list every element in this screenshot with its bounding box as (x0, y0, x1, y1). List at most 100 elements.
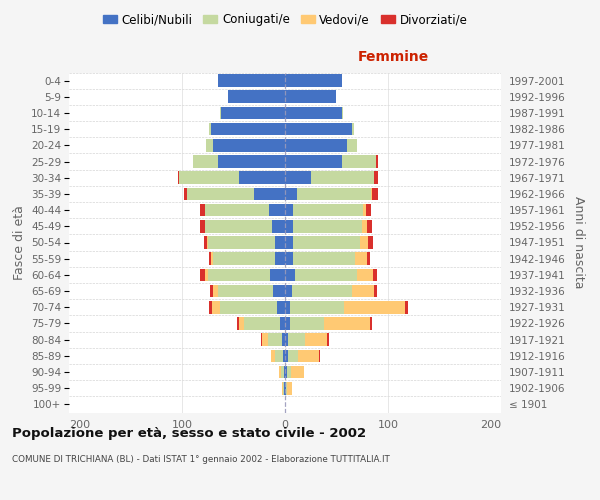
Legend: Celibi/Nubili, Coniugati/e, Vedovi/e, Divorziati/e: Celibi/Nubili, Coniugati/e, Vedovi/e, Di… (98, 8, 472, 31)
Bar (187, 188, 254, 200)
Bar (285, 204, 293, 216)
Bar (204, 236, 207, 249)
Bar (357, 268, 373, 281)
Bar (200, 268, 205, 281)
Bar (254, 188, 285, 200)
Bar (283, 382, 284, 394)
Bar (305, 334, 327, 346)
Bar (218, 74, 285, 87)
Bar (210, 285, 213, 298)
Bar (200, 204, 205, 216)
Bar (293, 252, 355, 265)
Bar (293, 204, 363, 216)
Bar (298, 188, 371, 200)
Bar (285, 236, 293, 249)
Bar (218, 155, 285, 168)
Bar (347, 139, 357, 151)
Bar (275, 236, 285, 249)
Bar (285, 317, 290, 330)
Bar (285, 74, 341, 87)
Bar (213, 139, 285, 151)
Bar (368, 236, 373, 249)
Bar (279, 366, 281, 378)
Bar (363, 204, 366, 216)
Bar (193, 155, 218, 168)
Bar (373, 188, 377, 200)
Bar (275, 350, 283, 362)
Bar (293, 236, 360, 249)
Bar (285, 139, 347, 151)
Bar (239, 317, 244, 330)
Bar (367, 220, 373, 232)
Bar (268, 334, 282, 346)
Bar (327, 334, 329, 346)
Bar (284, 366, 285, 378)
Bar (211, 123, 285, 136)
Bar (282, 334, 285, 346)
Bar (285, 285, 292, 298)
Bar (367, 252, 370, 265)
Bar (292, 285, 352, 298)
Bar (277, 301, 285, 314)
Bar (376, 155, 377, 168)
Bar (280, 317, 285, 330)
Bar (220, 301, 277, 314)
Bar (213, 252, 275, 265)
Bar (281, 366, 284, 378)
Bar (269, 204, 285, 216)
Bar (207, 236, 208, 249)
Bar (285, 252, 293, 265)
Bar (229, 90, 285, 103)
Bar (285, 106, 341, 120)
Bar (295, 268, 357, 281)
Bar (262, 334, 268, 346)
Bar (285, 366, 287, 378)
Bar (293, 220, 362, 232)
Bar (275, 252, 285, 265)
Bar (288, 334, 305, 346)
Bar (209, 301, 212, 314)
Bar (179, 172, 239, 184)
Bar (212, 301, 220, 314)
Bar (239, 172, 285, 184)
Bar (220, 106, 221, 120)
Bar (244, 317, 280, 330)
Bar (272, 220, 285, 232)
Bar (355, 252, 367, 265)
Bar (374, 172, 377, 184)
Bar (311, 172, 374, 184)
Bar (290, 317, 324, 330)
Bar (208, 236, 275, 249)
Bar (285, 382, 286, 394)
Text: Femmine: Femmine (358, 50, 428, 64)
Bar (285, 90, 337, 103)
Bar (285, 334, 288, 346)
Bar (285, 350, 288, 362)
Bar (352, 285, 374, 298)
Bar (291, 366, 304, 378)
Bar (287, 382, 292, 394)
Bar (406, 301, 409, 314)
Bar (362, 220, 367, 232)
Bar (288, 350, 298, 362)
Bar (285, 301, 290, 314)
Bar (285, 220, 293, 232)
Bar (272, 285, 285, 298)
Bar (221, 106, 285, 120)
Bar (370, 317, 373, 330)
Bar (324, 317, 370, 330)
Bar (371, 188, 373, 200)
Bar (287, 366, 291, 378)
Bar (208, 268, 269, 281)
Bar (373, 268, 377, 281)
Bar (284, 382, 285, 394)
Text: Popolazione per età, sesso e stato civile - 2002: Popolazione per età, sesso e stato civil… (12, 428, 366, 440)
Bar (178, 172, 179, 184)
Bar (341, 155, 376, 168)
Bar (285, 172, 311, 184)
Bar (206, 139, 213, 151)
Bar (285, 155, 341, 168)
Bar (271, 350, 275, 362)
Y-axis label: Anni di nascita: Anni di nascita (572, 196, 585, 288)
Bar (352, 123, 354, 136)
